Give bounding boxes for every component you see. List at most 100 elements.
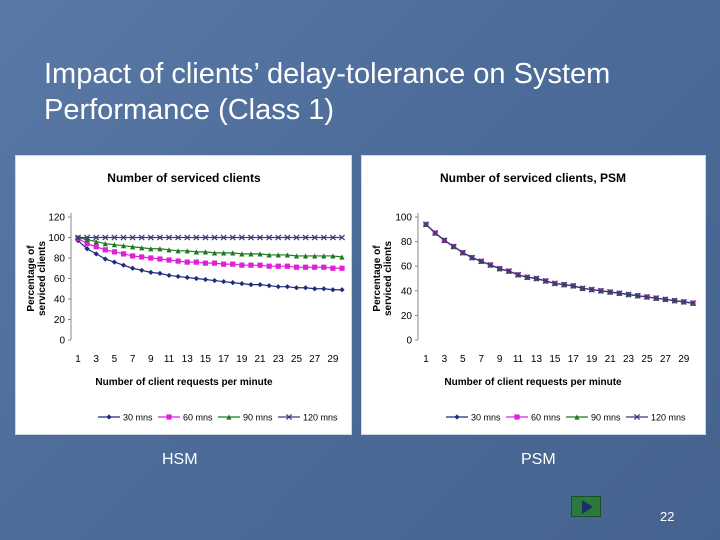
data-point bbox=[184, 259, 190, 265]
data-point bbox=[148, 269, 154, 275]
y-tick-label: 100 bbox=[48, 233, 65, 244]
data-point bbox=[570, 282, 577, 289]
data-point bbox=[166, 257, 172, 263]
x-tick-label: 15 bbox=[200, 354, 212, 365]
data-point bbox=[230, 261, 236, 267]
data-point bbox=[257, 251, 263, 257]
data-point bbox=[284, 263, 290, 269]
series-line bbox=[425, 223, 694, 304]
data-point bbox=[293, 285, 300, 291]
data-point bbox=[156, 234, 163, 241]
legend-item: 30 mns bbox=[446, 413, 501, 423]
data-point bbox=[275, 284, 281, 290]
data-point bbox=[193, 259, 199, 265]
x-tick-label: 17 bbox=[568, 354, 580, 365]
next-slide-button[interactable] bbox=[571, 496, 601, 517]
y-tick-label: 100 bbox=[395, 213, 412, 224]
data-point bbox=[230, 250, 236, 256]
data-point bbox=[239, 251, 245, 257]
data-point bbox=[320, 234, 327, 241]
y-axis-label-line: serviced clients bbox=[37, 241, 48, 316]
x-tick-label: 1 bbox=[75, 354, 81, 365]
x-tick-label: 7 bbox=[478, 354, 484, 365]
data-point bbox=[266, 263, 272, 269]
x-axis-label: Number of client requests per minute bbox=[95, 377, 273, 388]
legend-item: 120 mns bbox=[626, 413, 686, 423]
x-tick-label: 27 bbox=[660, 354, 672, 365]
data-point bbox=[120, 262, 127, 268]
data-point bbox=[139, 267, 145, 273]
chart-panel-psm: Number of serviced clients, PSM 0 20 40 60 80… bbox=[361, 155, 706, 435]
data-point bbox=[93, 251, 99, 257]
legend-swatch-marker bbox=[285, 413, 293, 421]
data-point bbox=[166, 234, 173, 241]
series-30-mns bbox=[423, 221, 696, 306]
data-point bbox=[239, 262, 245, 268]
data-point bbox=[266, 234, 273, 241]
y-tick-label: 20 bbox=[54, 315, 66, 326]
chart-title: Number of serviced clients bbox=[107, 171, 261, 185]
y-tick-label: 60 bbox=[54, 274, 66, 285]
data-point bbox=[184, 274, 190, 281]
data-point bbox=[238, 234, 245, 241]
data-point bbox=[330, 287, 336, 293]
data-point bbox=[193, 249, 199, 255]
data-point bbox=[551, 280, 558, 287]
y-axis-label: Percentage ofserviced clients bbox=[26, 241, 48, 316]
data-point bbox=[441, 237, 448, 244]
x-tick-label: 11 bbox=[164, 354, 175, 365]
data-point bbox=[689, 300, 697, 307]
data-point bbox=[193, 275, 199, 282]
series-60-mns bbox=[75, 235, 345, 271]
data-point bbox=[157, 270, 163, 276]
data-point bbox=[184, 248, 190, 254]
data-point bbox=[487, 261, 494, 268]
data-point bbox=[111, 242, 118, 248]
y-tick-label: 80 bbox=[54, 254, 66, 265]
data-point bbox=[239, 281, 245, 287]
legend-swatch-marker bbox=[454, 414, 460, 420]
legend-label: 120 mns bbox=[303, 413, 338, 423]
x-tick-label: 11 bbox=[513, 354, 524, 365]
data-point bbox=[84, 236, 90, 243]
x-tick-label: 1 bbox=[423, 354, 429, 365]
legend-item: 60 mns bbox=[506, 413, 561, 423]
data-point bbox=[257, 282, 263, 288]
x-tick-label: 29 bbox=[678, 354, 690, 365]
legend-label: 60 mns bbox=[531, 413, 561, 423]
chart-panel-hsm: Number of serviced clients 0 20 40 60 80 100 12… bbox=[15, 155, 352, 435]
series-line bbox=[425, 223, 694, 304]
x-axis-label: Number of client requests per minute bbox=[444, 377, 622, 388]
page-number: 22 bbox=[660, 509, 675, 524]
data-point bbox=[329, 234, 336, 241]
legend-item: 90 mns bbox=[566, 413, 621, 423]
data-point bbox=[230, 280, 236, 286]
x-tick-label: 17 bbox=[218, 354, 230, 365]
data-point bbox=[293, 234, 300, 241]
y-tick-label: 40 bbox=[401, 286, 413, 297]
x-tick-label: 3 bbox=[93, 354, 99, 365]
x-tick-label: 13 bbox=[182, 354, 194, 365]
caption-psm: PSM bbox=[521, 451, 556, 468]
data-point bbox=[311, 234, 318, 241]
legend-swatch-marker bbox=[514, 414, 520, 420]
data-point bbox=[330, 265, 336, 271]
hsm-chart: Number of serviced clients02040608010012… bbox=[26, 171, 346, 423]
x-tick-label: 5 bbox=[460, 354, 466, 365]
data-point bbox=[84, 241, 90, 247]
data-point bbox=[84, 234, 91, 241]
legend-swatch-marker bbox=[166, 414, 172, 420]
data-point bbox=[469, 254, 476, 261]
series-90-mns bbox=[423, 221, 696, 306]
data-point bbox=[662, 296, 669, 303]
data-point bbox=[175, 248, 181, 254]
y-tick-label: 40 bbox=[54, 295, 66, 306]
y-tick-label: 60 bbox=[401, 262, 413, 273]
y-axis-label-line: serviced clients bbox=[383, 241, 394, 316]
data-point bbox=[130, 253, 136, 259]
y-axis-label-line: Percentage of bbox=[372, 245, 383, 312]
slide-title: Impact of clients’ delay-tolerance on Sy… bbox=[44, 58, 611, 126]
data-point bbox=[211, 260, 218, 266]
data-point bbox=[248, 282, 254, 288]
series-line bbox=[77, 240, 342, 291]
